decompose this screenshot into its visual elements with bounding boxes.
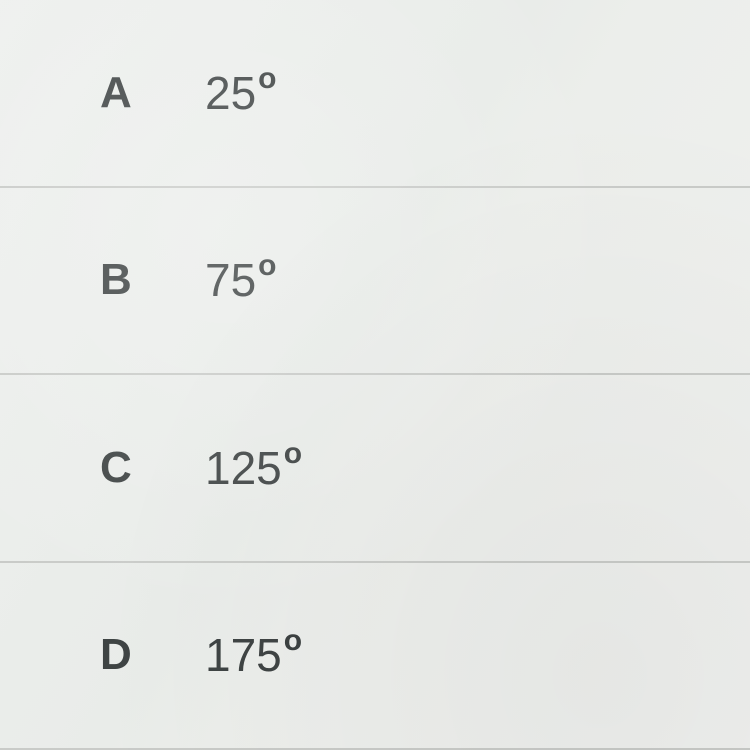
option-number: 175 [205,629,282,681]
option-row-c[interactable]: C 125o [0,375,750,563]
option-letter: B [100,255,205,305]
option-letter: C [100,443,205,493]
option-value: 175o [205,632,302,678]
option-letter: A [100,68,205,118]
degree-icon: o [284,437,302,470]
option-row-d[interactable]: D 175o [0,563,750,750]
degree-icon: o [258,249,276,282]
option-letter: D [100,630,205,680]
degree-icon: o [258,62,276,95]
option-value: 125o [205,445,302,491]
option-row-b[interactable]: B 75o [0,188,750,376]
option-number: 75 [205,254,256,306]
option-number: 125 [205,442,282,494]
option-value: 25o [205,70,277,116]
degree-icon: o [284,624,302,657]
option-value: 75o [205,257,277,303]
answer-options-list: A 25o B 75o C 125o D 175o [0,0,750,750]
option-row-a[interactable]: A 25o [0,0,750,188]
option-number: 25 [205,67,256,119]
